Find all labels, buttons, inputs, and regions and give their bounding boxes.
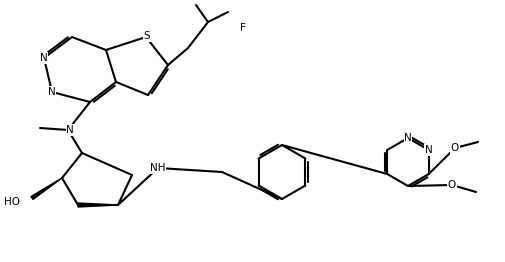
Polygon shape bbox=[31, 178, 62, 199]
Text: O: O bbox=[447, 180, 455, 190]
Text: N: N bbox=[66, 125, 74, 135]
Text: F: F bbox=[239, 23, 245, 33]
Text: N: N bbox=[40, 53, 48, 63]
Text: S: S bbox=[143, 31, 150, 41]
Text: NH: NH bbox=[150, 163, 166, 173]
Text: O: O bbox=[450, 143, 458, 153]
Polygon shape bbox=[78, 203, 118, 207]
Text: N: N bbox=[403, 133, 411, 143]
Text: N: N bbox=[424, 145, 432, 155]
Text: N: N bbox=[48, 87, 56, 97]
Text: HO: HO bbox=[4, 197, 20, 207]
